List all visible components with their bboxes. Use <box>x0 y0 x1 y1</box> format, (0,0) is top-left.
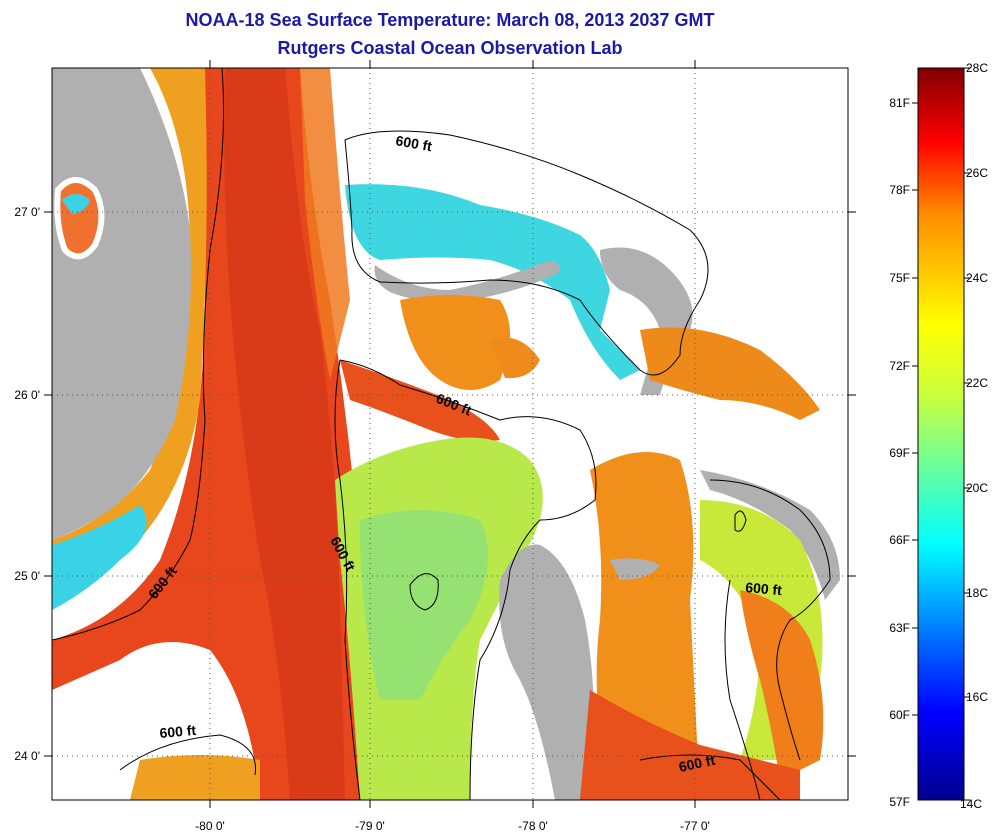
little-bahama-bank-water <box>345 184 640 380</box>
lon-tick-label: -79 0' <box>355 819 385 833</box>
warm-fringe-east <box>300 68 350 380</box>
colorbar-c-label: 24C <box>966 271 988 285</box>
gulf-stream-core <box>224 68 345 800</box>
contour-florida-shelf <box>52 68 224 641</box>
warm-water-exuma-sound <box>740 590 824 780</box>
lon-tick-label: -80 0' <box>195 819 225 833</box>
colorbar-f-label: 69F <box>889 446 910 460</box>
inland-lake <box>54 177 105 260</box>
map-title: NOAA-18 Sea Surface Temperature: March 0… <box>185 10 715 30</box>
map-subtitle: Rutgers Coastal Ocean Observation Lab <box>277 38 623 58</box>
bathymetry-contours <box>52 68 831 800</box>
temperature-colorbar <box>917 67 965 801</box>
warm-patch-north <box>400 295 510 390</box>
map-frame <box>51 67 849 801</box>
colorbar-f-label: 63F <box>889 621 910 635</box>
colorbar-c-label: 26C <box>966 166 988 180</box>
colorbar-c-label: 22C <box>966 376 988 390</box>
colorbar-c-label: 14C <box>960 797 982 811</box>
colorbar-ticks <box>912 67 970 801</box>
colorbar-f-label: 75F <box>889 271 910 285</box>
florida-keys-cool-water <box>52 505 147 610</box>
warm-patch-center <box>340 360 500 442</box>
lat-tick-label: 25 0' <box>14 569 40 583</box>
lon-tick-label: -77 0' <box>680 819 710 833</box>
map-canvas: 600 ft 600 ft 600 ft 600 ft 600 ft 600 f… <box>52 68 848 800</box>
contour-exuma-sound <box>709 479 831 761</box>
exuma-islands <box>700 470 840 600</box>
lat-tick-label: 26 0' <box>14 388 40 402</box>
colorbar-c-label: 28C <box>966 61 988 75</box>
colorbar-f-label: 66F <box>889 533 910 547</box>
warm-band-south <box>580 690 800 800</box>
colorbar-c-label: 20C <box>966 481 988 495</box>
colorbar-f-label: 81F <box>889 96 910 110</box>
contour-label: 600 ft <box>677 752 716 775</box>
contour-label: 600 ft <box>745 579 783 598</box>
lat-tick-label: 27 0' <box>14 205 40 219</box>
andros-island <box>499 544 594 800</box>
graticule <box>52 68 848 800</box>
contour-label: 600 ft <box>159 722 197 741</box>
florida-coastal-strip <box>52 68 207 600</box>
contour-seamount <box>409 573 439 611</box>
lon-tick-label: -78 0' <box>518 819 548 833</box>
contour-south <box>119 734 257 776</box>
lat-tick-label: 24 0' <box>14 749 40 763</box>
colorbar-f-label: 78F <box>889 183 910 197</box>
contour-label: 600 ft <box>394 132 433 154</box>
colorbar-c-label: 16C <box>966 690 988 704</box>
colorbar-f-label: 57F <box>889 795 910 809</box>
axis-ticks <box>44 60 856 808</box>
grand-bahama-island <box>374 261 560 302</box>
contour-great-bahama-bank-west <box>339 359 597 800</box>
colorbar-c-label: 18C <box>966 586 988 600</box>
contour-little-bahama-bank <box>344 130 709 376</box>
colorbar-f-label: 72F <box>889 359 910 373</box>
colorbar-f-label: 60F <box>889 708 910 722</box>
